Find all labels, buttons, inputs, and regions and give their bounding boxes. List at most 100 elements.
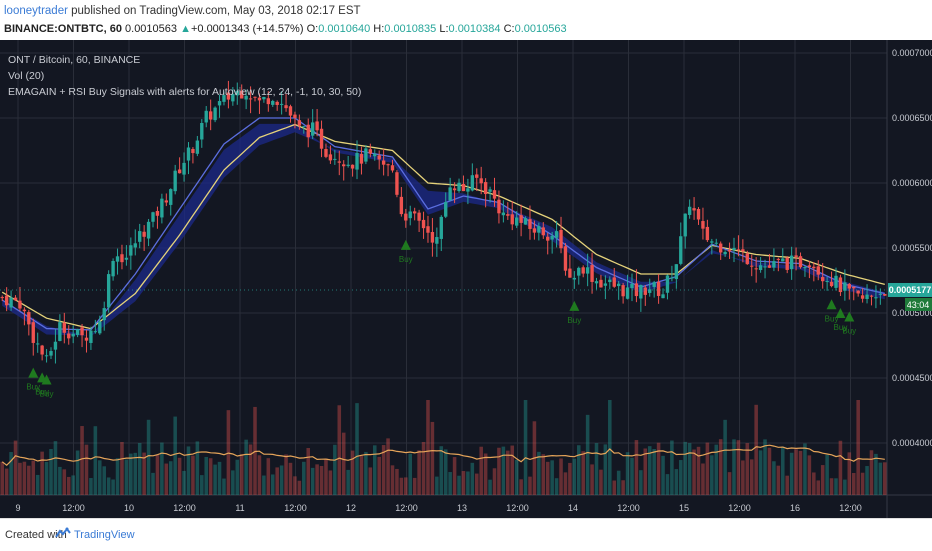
candle-body — [510, 214, 514, 225]
candle-body — [568, 268, 572, 278]
volume-bar — [399, 477, 404, 495]
candle-body — [381, 160, 386, 165]
candle-body — [541, 227, 545, 236]
candle-body — [581, 267, 585, 274]
volume-bar — [239, 454, 244, 495]
price-chart[interactable]: 0.0007000 0.0006500 0.0006000 0.0005500 0.00… — [0, 40, 932, 518]
volume-bar — [191, 455, 195, 495]
candle-body — [807, 265, 812, 268]
candle-body — [195, 140, 200, 154]
volume-bar — [466, 471, 470, 495]
x-tick-label: 9 — [15, 503, 20, 513]
candle-body — [860, 295, 865, 299]
candle-body — [4, 295, 9, 306]
candle-body — [186, 147, 191, 161]
candle-body — [563, 246, 568, 271]
volume-bar — [302, 461, 306, 495]
current-price-label: 0.0005177 — [889, 285, 932, 295]
candle-body — [80, 327, 84, 336]
candle-body — [49, 351, 53, 356]
buy-signal-icon — [28, 367, 39, 378]
publish-info: published on TradingView.com, May 03, 20… — [71, 5, 361, 17]
candle-body — [71, 333, 75, 337]
candle-body — [537, 226, 541, 233]
x-tick-label: 12:00 — [395, 503, 418, 513]
y-tick-label: 0.0005000 — [892, 308, 932, 318]
candle-body — [470, 175, 475, 191]
symbol-quote-line: BINANCE:ONTBTC, 60 0.0010563 ▲+0.0001343… — [4, 23, 567, 35]
candle-body — [120, 254, 124, 263]
x-tick-label: 12:00 — [839, 503, 862, 513]
candle-body — [200, 123, 204, 140]
volume-bar — [550, 460, 554, 495]
candle-body — [661, 294, 665, 299]
candle-body — [519, 215, 523, 223]
candle-body — [213, 107, 217, 121]
candle-body — [240, 90, 244, 99]
volume-bar — [541, 454, 546, 495]
chart-legend: ONT / Bitcoin, 60, BINANCE Vol (20) EMAG… — [8, 52, 361, 100]
volume-bar — [182, 470, 186, 495]
volume-bar — [781, 446, 785, 495]
volume-bar — [222, 478, 226, 495]
candle-body — [523, 218, 528, 225]
candle-body — [177, 169, 182, 174]
candle-body — [111, 261, 115, 277]
volume-bar — [124, 459, 129, 495]
volume-bar — [66, 476, 71, 495]
ema-fast-line — [1, 117, 885, 331]
volume-bar — [4, 468, 9, 495]
buy-signal-icon — [835, 308, 846, 319]
volume-legend: Vol (20) — [8, 70, 45, 82]
tradingview-brand-link[interactable]: TradingView — [74, 529, 135, 541]
candle-body — [546, 236, 550, 241]
candle-body — [865, 294, 869, 300]
volume-bar — [270, 474, 275, 495]
volume-bar — [732, 439, 736, 495]
volume-bar — [519, 479, 523, 495]
candle-body — [284, 105, 288, 109]
candle-body — [798, 256, 803, 268]
candle-body — [776, 258, 781, 260]
volume-bar — [164, 463, 169, 495]
volume-bar — [368, 467, 373, 495]
volume-bar — [75, 450, 80, 495]
candle-body — [745, 253, 749, 265]
volume-bar — [710, 455, 714, 495]
candle-body — [235, 90, 239, 96]
volume-bar — [763, 439, 767, 495]
volume-bar — [612, 480, 617, 495]
last-price: 0.0010563 — [125, 23, 178, 35]
volume-bar — [727, 472, 732, 495]
volume-bar — [146, 419, 151, 495]
volume-bar — [137, 443, 142, 495]
low-label: L: — [439, 23, 449, 35]
volume-bar — [231, 470, 235, 495]
author-link[interactable]: looneytrader — [4, 5, 68, 17]
chart-pane[interactable]: 0.0007000 0.0006500 0.0006000 0.0005500 0.00… — [0, 40, 932, 518]
x-tick-label: 14 — [568, 503, 578, 513]
candle-body — [852, 286, 856, 289]
volume-bar — [661, 455, 665, 495]
volume-bar — [528, 476, 532, 495]
volume-bar — [736, 440, 741, 495]
countdown-label: 43:04 — [907, 300, 930, 310]
x-tick-label: 12:00 — [506, 503, 529, 513]
low-value: 0.0010384 — [448, 23, 501, 35]
candle-body — [133, 243, 137, 248]
volume-bar — [84, 444, 89, 495]
x-tick-label: 10 — [124, 503, 134, 513]
candle-body — [386, 164, 390, 166]
footer: Created with TradingView — [0, 518, 932, 551]
buy-signal-label: Buy — [834, 323, 848, 332]
candle-body — [475, 174, 479, 178]
candle-body — [856, 290, 860, 294]
volume-bar — [98, 460, 102, 495]
candle-body — [687, 206, 692, 215]
volume-bar — [772, 461, 776, 495]
candle-body — [736, 249, 741, 251]
candle-body — [84, 337, 89, 341]
created-with-label: Created with — [5, 529, 67, 541]
candle-body — [426, 226, 430, 233]
volume-bar — [585, 414, 590, 495]
